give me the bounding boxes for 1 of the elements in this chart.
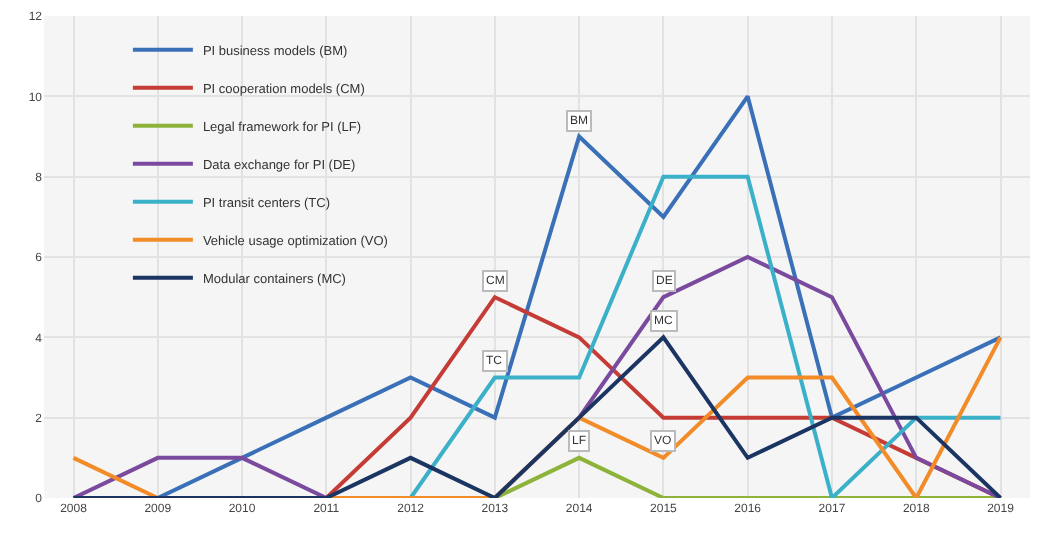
line-series [71,335,1003,498]
